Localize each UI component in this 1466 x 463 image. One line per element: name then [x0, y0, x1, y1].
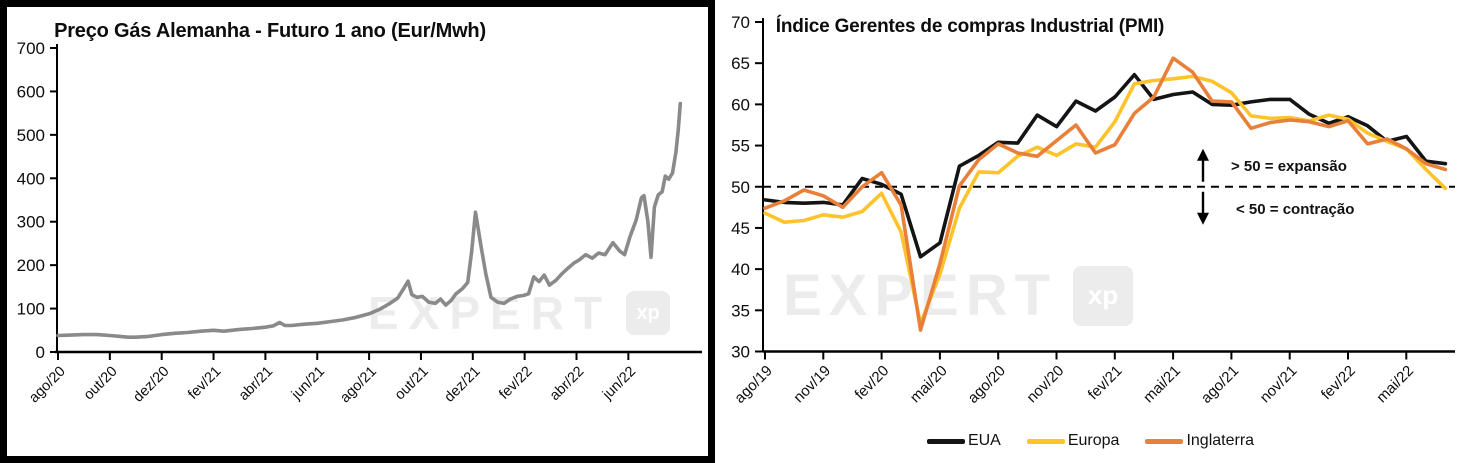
europa-line-swatch [1026, 438, 1065, 444]
x-tick-label: fev/22 [496, 364, 535, 403]
y-tick-label: 200 [17, 256, 45, 275]
x-tick-label: fev/21 [1085, 362, 1126, 403]
eua-line-swatch [926, 438, 965, 444]
y-tick-label: 70 [731, 13, 750, 32]
contraction-annotation: < 50 = contração [1236, 201, 1355, 218]
x-tick-label: ago/20 [965, 362, 1009, 406]
x-tick-label: ago/21 [1198, 362, 1242, 406]
x-tick-label: abr/21 [236, 364, 276, 404]
x-tick-label: jun/21 [288, 364, 328, 404]
watermark-text: EXPERT [368, 287, 613, 339]
x-tick-label: dez/20 [130, 364, 172, 406]
y-tick-label: 60 [731, 95, 750, 114]
pmi-chart-title: Índice Gerentes de compras Industrial (P… [775, 16, 1165, 37]
panel-frame [0, 0, 715, 463]
inglaterra-line-swatch [1145, 438, 1184, 444]
x-tick-label: fev/22 [1318, 362, 1359, 403]
x-tick-label: fev/20 [852, 362, 893, 403]
y-tick-label: 400 [17, 169, 45, 188]
inglaterra-line [763, 56, 1448, 332]
gas-price-chart: EXPERT xp Preço Gás Alemanha - Futuro 1 … [0, 0, 715, 463]
gas-price-line [56, 101, 683, 340]
x-tick-label: ago/20 [26, 364, 69, 407]
y-tick-label: 45 [731, 219, 750, 238]
pmi-legend: EUA Europa Inglaterra [715, 432, 1466, 450]
y-tick-label: 0 [36, 343, 45, 362]
legend-item-eua: EUA [926, 432, 1001, 450]
x-tick-label: dez/21 [442, 364, 484, 406]
y-tick-label: 500 [17, 126, 45, 145]
x-tick-label: fev/21 [185, 364, 224, 403]
x-tick-label: nov/19 [790, 362, 834, 406]
y-tick-label: 50 [731, 178, 750, 197]
y-tick-label: 30 [731, 343, 750, 362]
xp-logo-icon: xp [626, 291, 671, 335]
x-tick-label: mai/22 [1373, 362, 1417, 406]
y-tick-label: 55 [731, 137, 750, 156]
x-tick-label: abr/22 [547, 364, 587, 404]
y-tick-label: 65 [731, 54, 750, 73]
pmi-chart: EXPERT xp Índice Gerentes de compras Ind… [715, 0, 1466, 463]
watermark: EXPERT xp [368, 286, 671, 340]
y-tick-label: 35 [731, 301, 750, 320]
legend-label-europa: Europa [1067, 432, 1120, 449]
y-tick-label: 600 [17, 82, 45, 101]
x-tick-label: nov/21 [1257, 362, 1301, 406]
eua-line [763, 72, 1448, 259]
pmi-chart-plot: 30 35 40 45 50 55 60 65 70 ago/19 nov/19 fev/20 mai/… [731, 13, 1455, 407]
legend-item-inglaterra: Inglaterra [1145, 432, 1254, 450]
x-tick-label: mai/20 [907, 362, 951, 406]
legend-label-eua: EUA [967, 432, 1001, 449]
y-tick-label: 700 [17, 39, 45, 58]
y-tick-label: 40 [731, 260, 750, 279]
y-tick-label: 100 [17, 300, 45, 319]
x-tick-label: nov/20 [1023, 362, 1067, 406]
down-arrow-icon [1197, 212, 1209, 225]
x-tick-label: jun/22 [599, 364, 639, 404]
europa-line [763, 74, 1448, 326]
x-tick-label: mai/21 [1140, 362, 1184, 406]
gas-chart-title: Preço Gás Alemanha - Futuro 1 ano (Eur/M… [54, 20, 486, 42]
x-tick-label: ago/19 [731, 362, 775, 406]
x-tick-label: ago/21 [337, 364, 380, 407]
y-tick-label: 300 [17, 213, 45, 232]
up-arrow-icon [1197, 148, 1209, 161]
expansion-annotation: > 50 = expansão [1231, 158, 1347, 175]
legend-label-inglaterra: Inglaterra [1186, 432, 1255, 449]
x-tick-label: out/21 [392, 364, 432, 404]
legend-item-europa: Europa [1026, 432, 1120, 450]
gas-chart-plot: 0 100 200 300 400 500 600 700 ago/20 out/20 dez/20… [0, 0, 715, 463]
xp-logo-icon: xp [1073, 265, 1134, 326]
x-tick-label: out/20 [81, 364, 121, 404]
